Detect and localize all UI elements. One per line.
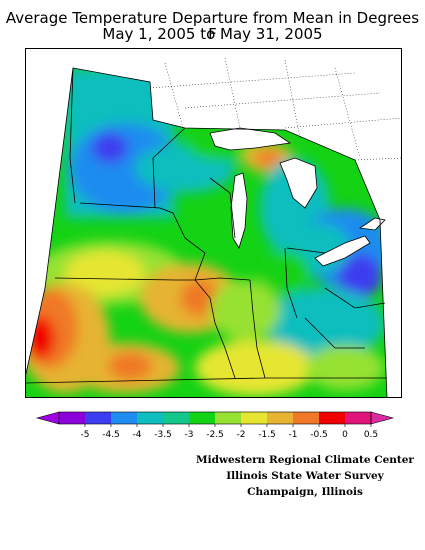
legend-color-bin — [345, 412, 371, 424]
region-outline — [25, 67, 388, 398]
legend-color-bin — [163, 412, 189, 424]
legend-low-arrow — [35, 411, 60, 425]
legend-tick-label: -3 — [185, 430, 194, 440]
legend-color-bin — [189, 412, 215, 424]
legend-color-bin — [267, 412, 293, 424]
legend-color-bin — [59, 412, 85, 424]
legend-tick-label: -4.5 — [102, 430, 120, 440]
map-date-range: May 1, 2005 to May 31, 2005 — [102, 25, 323, 43]
legend-tick-label: -3.5 — [154, 430, 172, 440]
credit-center: Midwestern Regional Climate Center — [196, 454, 414, 466]
map-border — [25, 48, 402, 398]
legend-color-bin — [319, 412, 345, 424]
great-lakes — [209, 127, 386, 267]
legend-tick-label: -1 — [289, 430, 298, 440]
legend-color-bin — [111, 412, 137, 424]
legend-tick-label: -4 — [133, 430, 142, 440]
legend-color-bin — [85, 412, 111, 424]
legend-color-bin — [137, 412, 163, 424]
temperature-departure-map — [25, 48, 402, 398]
legend-tick-label: -5 — [81, 430, 90, 440]
legend-tick-label: -1.5 — [258, 430, 276, 440]
graticule — [149, 57, 402, 161]
legend-tick-label: 0.5 — [364, 430, 378, 440]
legend-tick-label: -2.5 — [206, 430, 224, 440]
state-boundaries — [25, 67, 387, 384]
legend-color-bin — [215, 412, 241, 424]
legend-color-bin — [241, 412, 267, 424]
color-legend: -5 -4.5 -4 -3.5 -3 -2.5 -2 -1.5 -1 -0.5 0 0.5 — [35, 411, 395, 440]
credit-survey: Illinois State Water Survey — [226, 470, 384, 482]
legend-tick-label: -0.5 — [310, 430, 328, 440]
legend-high-arrow — [370, 411, 395, 425]
map-title: Average Temperature Departure from Mean … — [5, 9, 420, 43]
credit-location: Champaign, Illinois — [247, 486, 363, 498]
legend-color-bin — [293, 412, 319, 424]
legend-tick-label: 0 — [342, 430, 348, 440]
legend-tick-label: -2 — [237, 430, 246, 440]
